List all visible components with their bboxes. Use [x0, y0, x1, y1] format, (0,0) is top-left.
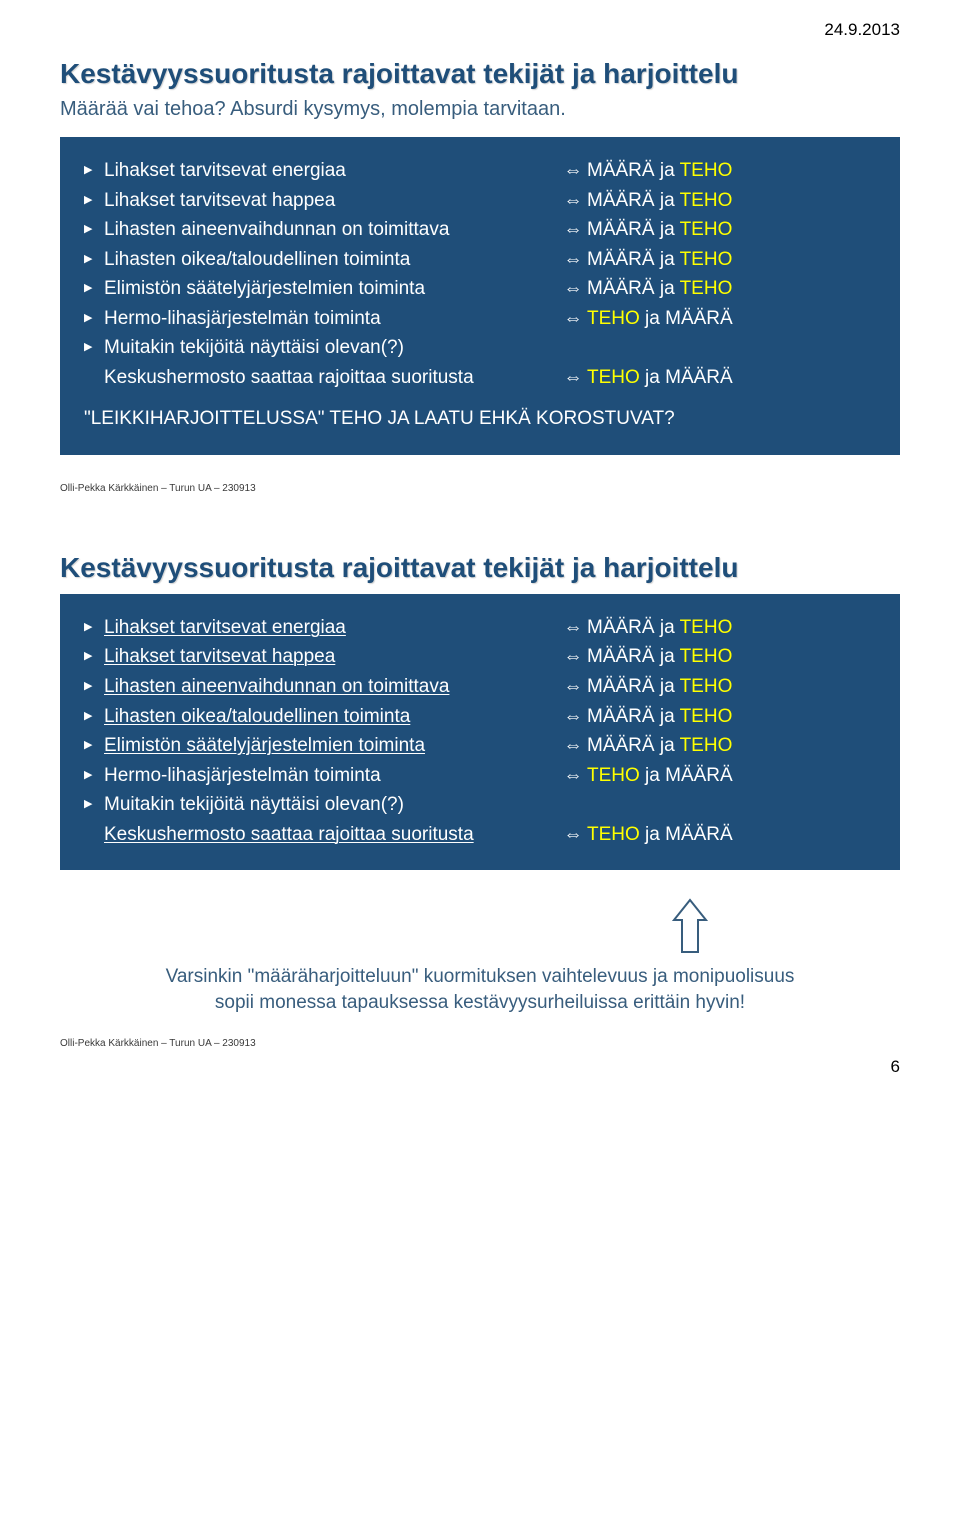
list-row: ▶Lihasten aineenvaihdunnan on toimittava… — [84, 216, 876, 244]
slide1-subtitle: Määrää vai tehoa? Absurdi kysymys, molem… — [60, 98, 900, 121]
row-left-text: Keskushermosto saattaa rajoittaa suoritu… — [104, 364, 559, 392]
double-arrow-icon: ⇔ — [559, 157, 587, 185]
list-row: ▶Lihasten oikea/taloudellinen toiminta⇔M… — [84, 246, 876, 274]
row-right-text: MÄÄRÄ ja TEHO — [587, 275, 876, 303]
double-arrow-icon: ⇔ — [559, 216, 587, 244]
row-right-text: MÄÄRÄ ja TEHO — [587, 732, 876, 760]
slide1-credit: Olli-Pekka Kärkkäinen – Turun UA – 23091… — [60, 483, 900, 494]
list-row: Keskushermosto saattaa rajoittaa suoritu… — [84, 821, 876, 849]
double-arrow-icon: ⇔ — [559, 673, 587, 701]
row-left-text: Lihasten aineenvaihdunnan on toimittava — [104, 673, 559, 701]
list-row: Keskushermosto saattaa rajoittaa suoritu… — [84, 364, 876, 392]
row-right-text: MÄÄRÄ ja TEHO — [587, 246, 876, 274]
bullet-icon: ▶ — [84, 246, 104, 268]
row-left-text: Lihasten oikea/taloudellinen toiminta — [104, 703, 559, 731]
row-right-text: TEHO ja MÄÄRÄ — [587, 364, 876, 392]
list-row: ▶Muitakin tekijöitä näyttäisi olevan(?) — [84, 791, 876, 819]
row-right-text: MÄÄRÄ ja TEHO — [587, 673, 876, 701]
slide2-box: ▶Lihakset tarvitsevat energiaa⇔MÄÄRÄ ja … — [60, 594, 900, 870]
row-right-text: TEHO ja MÄÄRÄ — [587, 762, 876, 790]
row-left-text: Elimistön säätelyjärjestelmien toiminta — [104, 732, 559, 760]
row-left-text: Lihakset tarvitsevat happea — [104, 643, 559, 671]
double-arrow-icon: ⇔ — [559, 275, 587, 303]
row-left-text: Lihasten oikea/taloudellinen toiminta — [104, 246, 559, 274]
row-left-text: Hermo-lihasjärjestelmän toiminta — [104, 762, 559, 790]
row-right-text: TEHO ja MÄÄRÄ — [587, 821, 876, 849]
page-date: 24.9.2013 — [60, 20, 900, 40]
bullet-icon: ▶ — [84, 187, 104, 209]
row-left-text: Lihakset tarvitsevat energiaa — [104, 157, 559, 185]
list-row: ▶Elimistön säätelyjärjestelmien toiminta… — [84, 732, 876, 760]
row-left-text: Lihakset tarvitsevat happea — [104, 187, 559, 215]
list-row: ▶Lihakset tarvitsevat happea⇔MÄÄRÄ ja TE… — [84, 187, 876, 215]
double-arrow-icon: ⇔ — [559, 762, 587, 790]
double-arrow-icon: ⇔ — [559, 187, 587, 215]
row-left-text: Keskushermosto saattaa rajoittaa suoritu… — [104, 821, 559, 849]
row-left-text: Hermo-lihasjärjestelmän toiminta — [104, 305, 559, 333]
double-arrow-icon: ⇔ — [559, 246, 587, 274]
slide1-title: Kestävyyssuoritusta rajoittavat tekijät … — [60, 58, 900, 90]
bullet-icon: ▶ — [84, 732, 104, 754]
bullet-icon: ▶ — [84, 762, 104, 784]
list-row: ▶Lihasten aineenvaihdunnan on toimittava… — [84, 673, 876, 701]
row-right-text: MÄÄRÄ ja TEHO — [587, 643, 876, 671]
list-row: ▶Hermo-lihasjärjestelmän toiminta⇔TEHO j… — [84, 305, 876, 333]
double-arrow-icon: ⇔ — [559, 643, 587, 671]
slide2-credit: Olli-Pekka Kärkkäinen – Turun UA – 23091… — [60, 1038, 900, 1049]
list-row: ▶Lihakset tarvitsevat energiaa⇔MÄÄRÄ ja … — [84, 614, 876, 642]
list-row: ▶Hermo-lihasjärjestelmän toiminta⇔TEHO j… — [84, 762, 876, 790]
row-left-text: Lihasten aineenvaihdunnan on toimittava — [104, 216, 559, 244]
list-row: ▶Lihakset tarvitsevat energiaa⇔MÄÄRÄ ja … — [84, 157, 876, 185]
bullet-icon — [84, 364, 104, 370]
double-arrow-icon: ⇔ — [559, 364, 587, 392]
row-right-text: MÄÄRÄ ja TEHO — [587, 187, 876, 215]
list-row: ▶Muitakin tekijöitä näyttäisi olevan(?) — [84, 334, 876, 362]
bullet-icon: ▶ — [84, 673, 104, 695]
row-left-text: Muitakin tekijöitä näyttäisi olevan(?) — [104, 334, 559, 362]
slide2-title: Kestävyyssuoritusta rajoittavat tekijät … — [60, 552, 900, 584]
list-row: ▶Elimistön säätelyjärjestelmien toiminta… — [84, 275, 876, 303]
row-right-text: MÄÄRÄ ja TEHO — [587, 703, 876, 731]
slide1-footer: "LEIKKIHARJOITTELUSSA" TEHO JA LAATU EHK… — [84, 405, 876, 433]
slide2-bottom-note: Varsinkin "määräharjoitteluun" kuormituk… — [60, 964, 900, 1015]
bullet-icon: ▶ — [84, 157, 104, 179]
row-left-text: Elimistön säätelyjärjestelmien toiminta — [104, 275, 559, 303]
row-right-text: TEHO ja MÄÄRÄ — [587, 305, 876, 333]
row-right-text: MÄÄRÄ ja TEHO — [587, 157, 876, 185]
list-row: ▶Lihakset tarvitsevat happea⇔MÄÄRÄ ja TE… — [84, 643, 876, 671]
row-right-text: MÄÄRÄ ja TEHO — [587, 614, 876, 642]
double-arrow-icon: ⇔ — [559, 732, 587, 760]
slide1-box: ▶Lihakset tarvitsevat energiaa⇔MÄÄRÄ ja … — [60, 137, 900, 455]
row-right-text: MÄÄRÄ ja TEHO — [587, 216, 876, 244]
page-number: 6 — [60, 1057, 900, 1077]
bullet-icon: ▶ — [84, 305, 104, 327]
double-arrow-icon: ⇔ — [559, 703, 587, 731]
double-arrow-icon: ⇔ — [559, 305, 587, 333]
double-arrow-icon: ⇔ — [559, 614, 587, 642]
bullet-icon: ▶ — [84, 643, 104, 665]
row-left-text: Muitakin tekijöitä näyttäisi olevan(?) — [104, 791, 559, 819]
bullet-icon: ▶ — [84, 703, 104, 725]
bullet-icon: ▶ — [84, 791, 104, 813]
bullet-icon: ▶ — [84, 334, 104, 356]
row-left-text: Lihakset tarvitsevat energiaa — [104, 614, 559, 642]
bullet-icon: ▶ — [84, 216, 104, 238]
bullet-icon — [84, 821, 104, 827]
up-arrow-icon — [670, 898, 710, 954]
double-arrow-icon: ⇔ — [559, 821, 587, 849]
bullet-icon: ▶ — [84, 614, 104, 636]
list-row: ▶Lihasten oikea/taloudellinen toiminta⇔M… — [84, 703, 876, 731]
bullet-icon: ▶ — [84, 275, 104, 297]
